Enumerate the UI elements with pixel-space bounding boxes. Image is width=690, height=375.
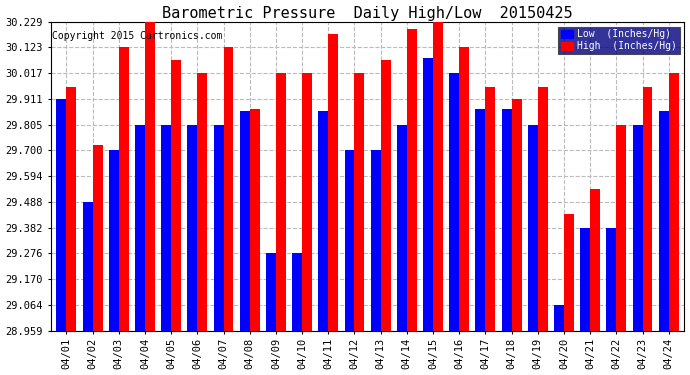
Text: Copyright 2015 Cartronics.com: Copyright 2015 Cartronics.com xyxy=(52,31,222,41)
Bar xyxy=(607,228,616,330)
Bar xyxy=(266,254,276,330)
Bar xyxy=(381,60,391,330)
Bar xyxy=(371,150,381,330)
Bar xyxy=(659,111,669,330)
Bar xyxy=(250,109,259,330)
Bar xyxy=(669,73,679,330)
Title: Barometric Pressure  Daily High/Low  20150425: Barometric Pressure Daily High/Low 20150… xyxy=(162,6,573,21)
Bar xyxy=(407,29,417,330)
Bar xyxy=(449,73,460,330)
Bar xyxy=(292,254,302,330)
Bar xyxy=(318,111,328,330)
Bar xyxy=(580,228,590,330)
Bar xyxy=(83,202,92,330)
Bar xyxy=(486,87,495,330)
Bar xyxy=(433,22,443,330)
Bar xyxy=(328,34,338,330)
Bar xyxy=(423,58,433,330)
Bar xyxy=(197,73,207,330)
Bar xyxy=(92,146,103,330)
Bar xyxy=(460,48,469,330)
Bar xyxy=(224,48,233,330)
Bar xyxy=(119,48,129,330)
Bar xyxy=(171,60,181,330)
Bar xyxy=(355,73,364,330)
Bar xyxy=(145,22,155,330)
Bar xyxy=(590,189,600,330)
Bar xyxy=(109,150,119,330)
Bar xyxy=(616,125,627,330)
Bar xyxy=(161,125,171,330)
Bar xyxy=(214,125,224,330)
Bar xyxy=(397,125,407,330)
Bar xyxy=(528,125,538,330)
Bar xyxy=(642,87,653,330)
Bar xyxy=(475,109,486,330)
Bar xyxy=(188,125,197,330)
Bar xyxy=(302,73,312,330)
Bar xyxy=(135,125,145,330)
Bar xyxy=(239,111,250,330)
Bar xyxy=(564,214,574,330)
Bar xyxy=(633,125,642,330)
Bar xyxy=(502,109,511,330)
Bar xyxy=(66,87,77,330)
Legend: Low  (Inches/Hg), High  (Inches/Hg): Low (Inches/Hg), High (Inches/Hg) xyxy=(558,27,680,54)
Bar xyxy=(344,150,355,330)
Bar xyxy=(57,99,66,330)
Bar xyxy=(538,87,548,330)
Bar xyxy=(554,305,564,330)
Bar xyxy=(276,73,286,330)
Bar xyxy=(511,99,522,330)
